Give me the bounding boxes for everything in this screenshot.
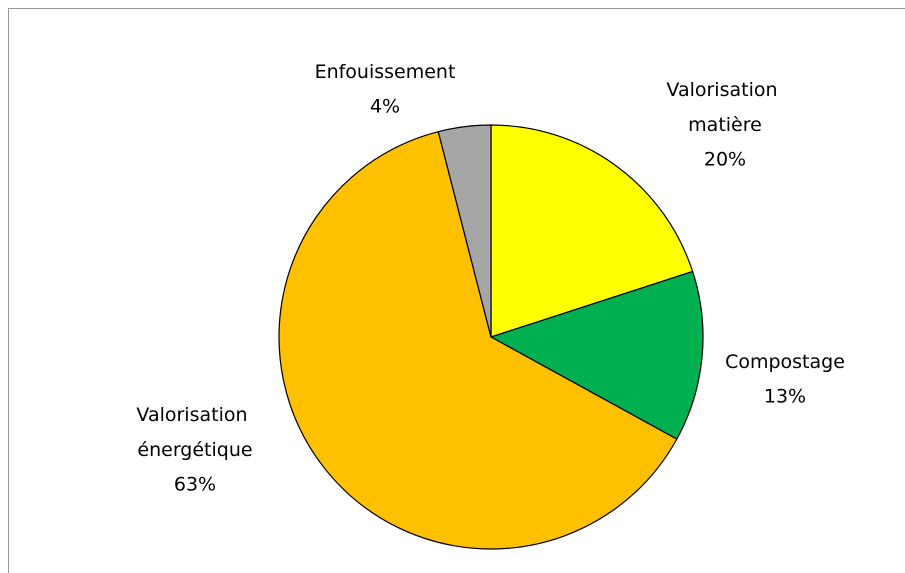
pie-slice [490,124,694,338]
category-label: Valorisation énergétique [136,404,253,461]
category-label: Compostage [725,351,845,373]
value-label: 63% [174,474,216,496]
category-label: Valorisation matière [666,79,783,136]
pie-slice [489,270,704,440]
pie-slice [437,124,492,338]
category-label: Enfouissement [315,61,456,83]
value-label: 20% [704,149,746,171]
value-label: 4% [370,96,400,118]
pie-slice [278,130,678,550]
value-label: 13% [764,386,806,408]
